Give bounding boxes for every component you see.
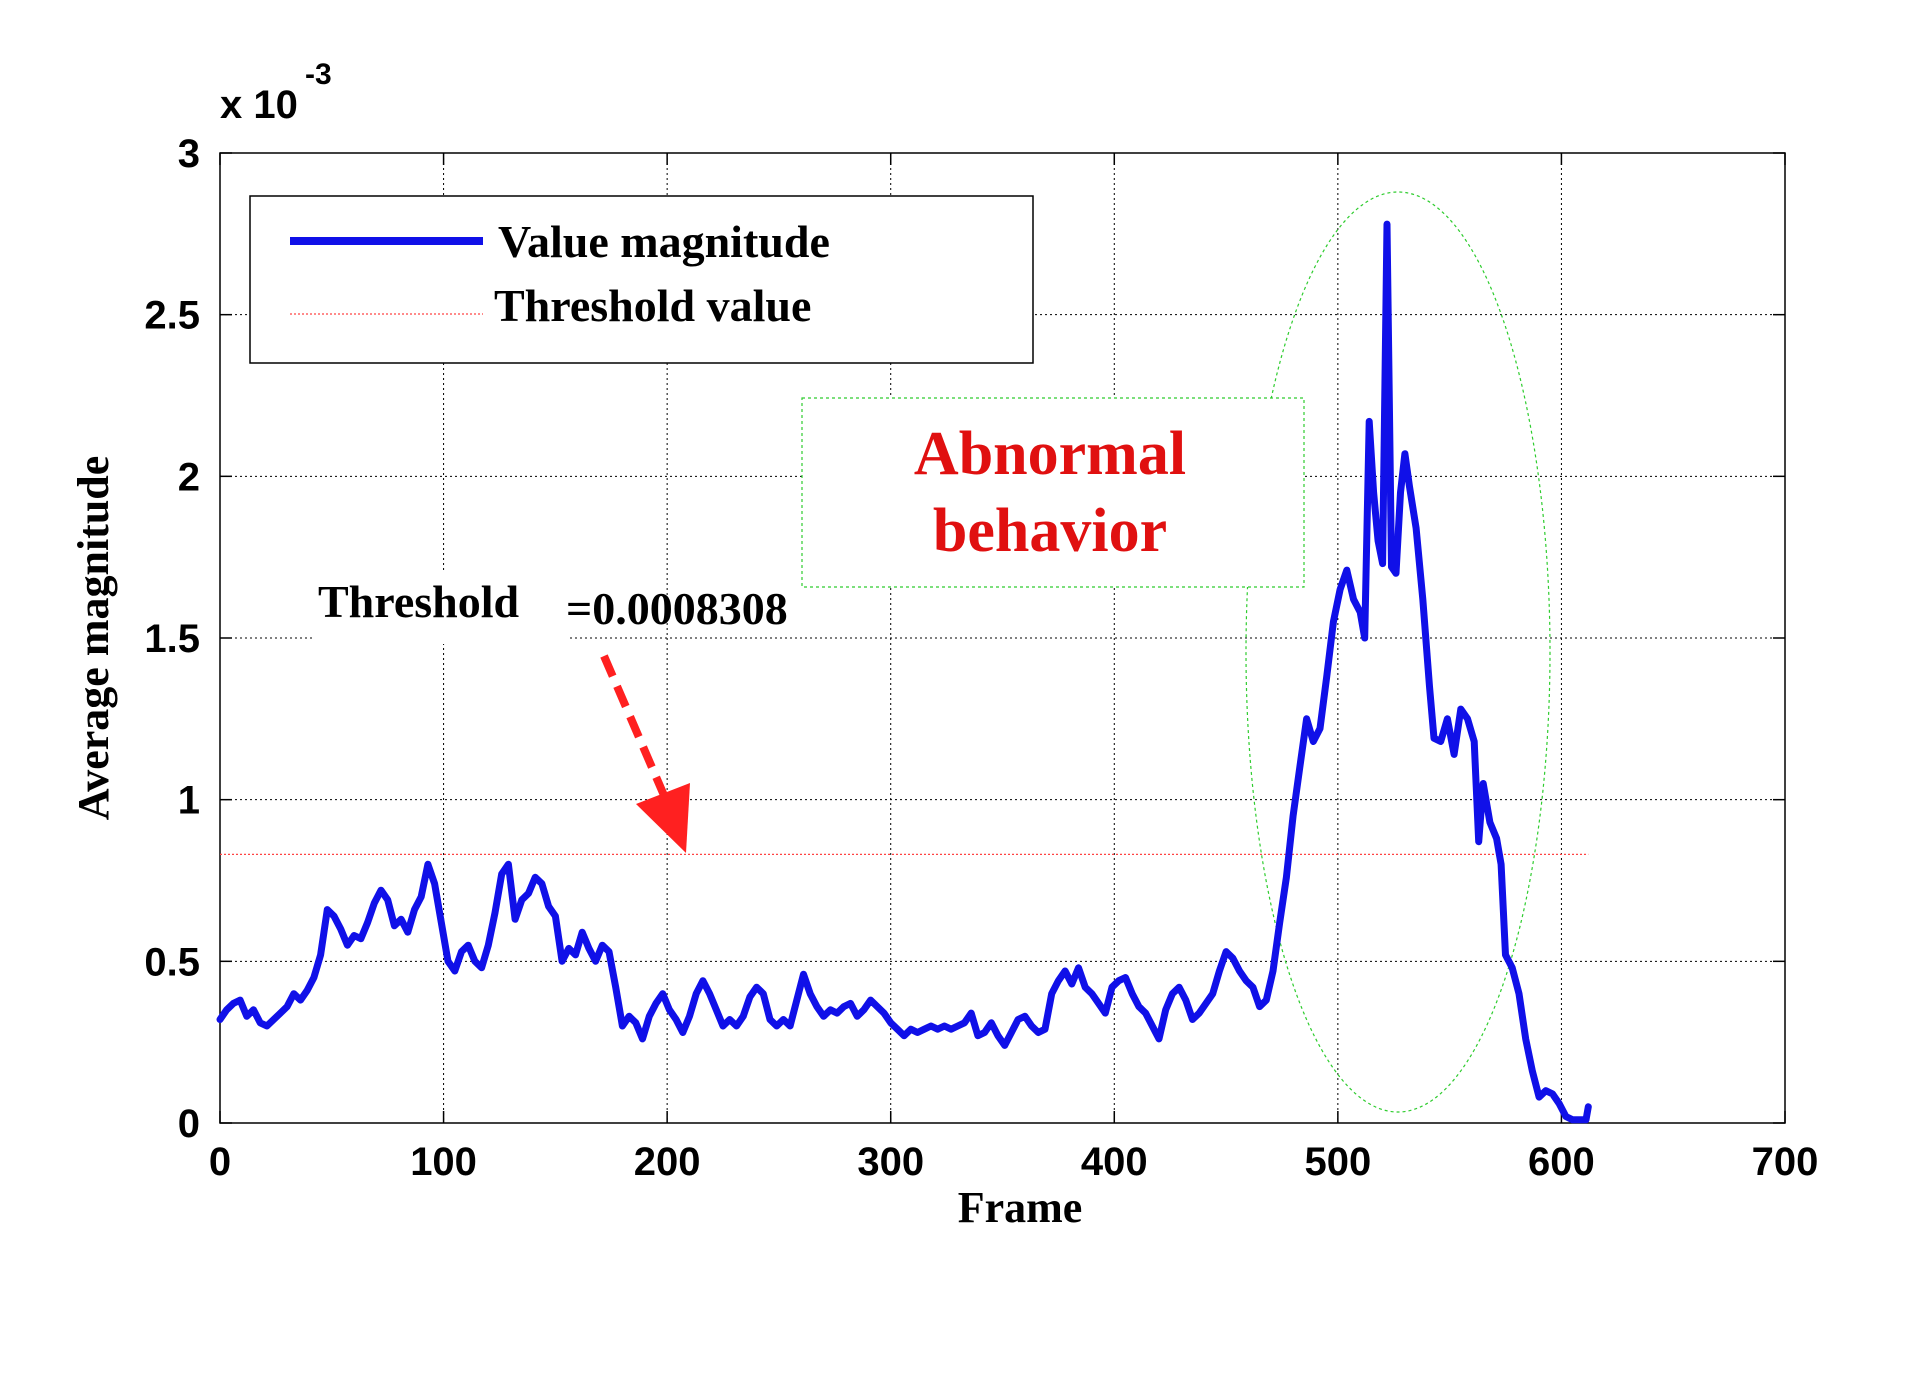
abnormal-behavior-box [801,397,1305,588]
x-tick-label: 200 [634,1140,701,1184]
x-tick-label: 700 [1752,1140,1819,1184]
y-tick-marks [220,152,1785,1124]
x-tick-label: 600 [1528,1140,1595,1184]
abnormal-behavior-line1: Abnormal [914,420,1186,488]
y-exponent-base: x 10 [220,83,298,127]
y-tick-label: 2.5 [144,294,200,338]
legend-label-value-magnitude: Value magnitude [498,216,830,267]
y-axis-title: Average magnitude [69,456,118,821]
legend-box [249,195,1034,364]
y-tick-label: 2 [178,455,200,499]
x-axis-title: Frame [958,1183,1083,1232]
legend-label-threshold-value: Threshold value [494,280,811,331]
threshold-label: Threshold [318,576,520,627]
abnormal-behavior-callout: Abnormal behavior [801,397,1305,588]
y-tick-label: 0 [178,1102,200,1146]
threshold-value-label: =0.0008308 [566,583,788,634]
x-tick-labels: 0 100 200 300 400 500 600 700 [209,1140,1819,1184]
x-tick-marks [219,153,1786,1123]
y-tick-label: 0.5 [144,940,200,984]
y-exponent-label: x 10 -3 [220,58,332,127]
threshold-label-bg [315,572,570,644]
value-magnitude-line [216,220,1592,1124]
x-tick-label: 300 [857,1140,924,1184]
y-tick-labels: 0 0.5 1 1.5 2 2.5 3 [144,132,200,1146]
y-exponent-power: -3 [305,58,332,91]
abnormal-region-ellipse [1245,191,1551,1113]
legend: Value magnitude Threshold value [249,195,1034,364]
y-tick-label: 1 [178,779,200,823]
y-tick-label: 1.5 [144,617,200,661]
abnormal-behavior-line2: behavior [933,497,1167,565]
x-tick-label: 100 [410,1140,477,1184]
threshold-arrow-shaft [600,654,670,802]
x-tick-label: 400 [1081,1140,1148,1184]
threshold-annotation: Threshold =0.0008308 [315,572,788,853]
threshold-arrow-head [636,783,690,853]
y-tick-label: 3 [178,132,200,176]
x-tick-label: 500 [1304,1140,1371,1184]
x-tick-label: 0 [209,1140,231,1184]
